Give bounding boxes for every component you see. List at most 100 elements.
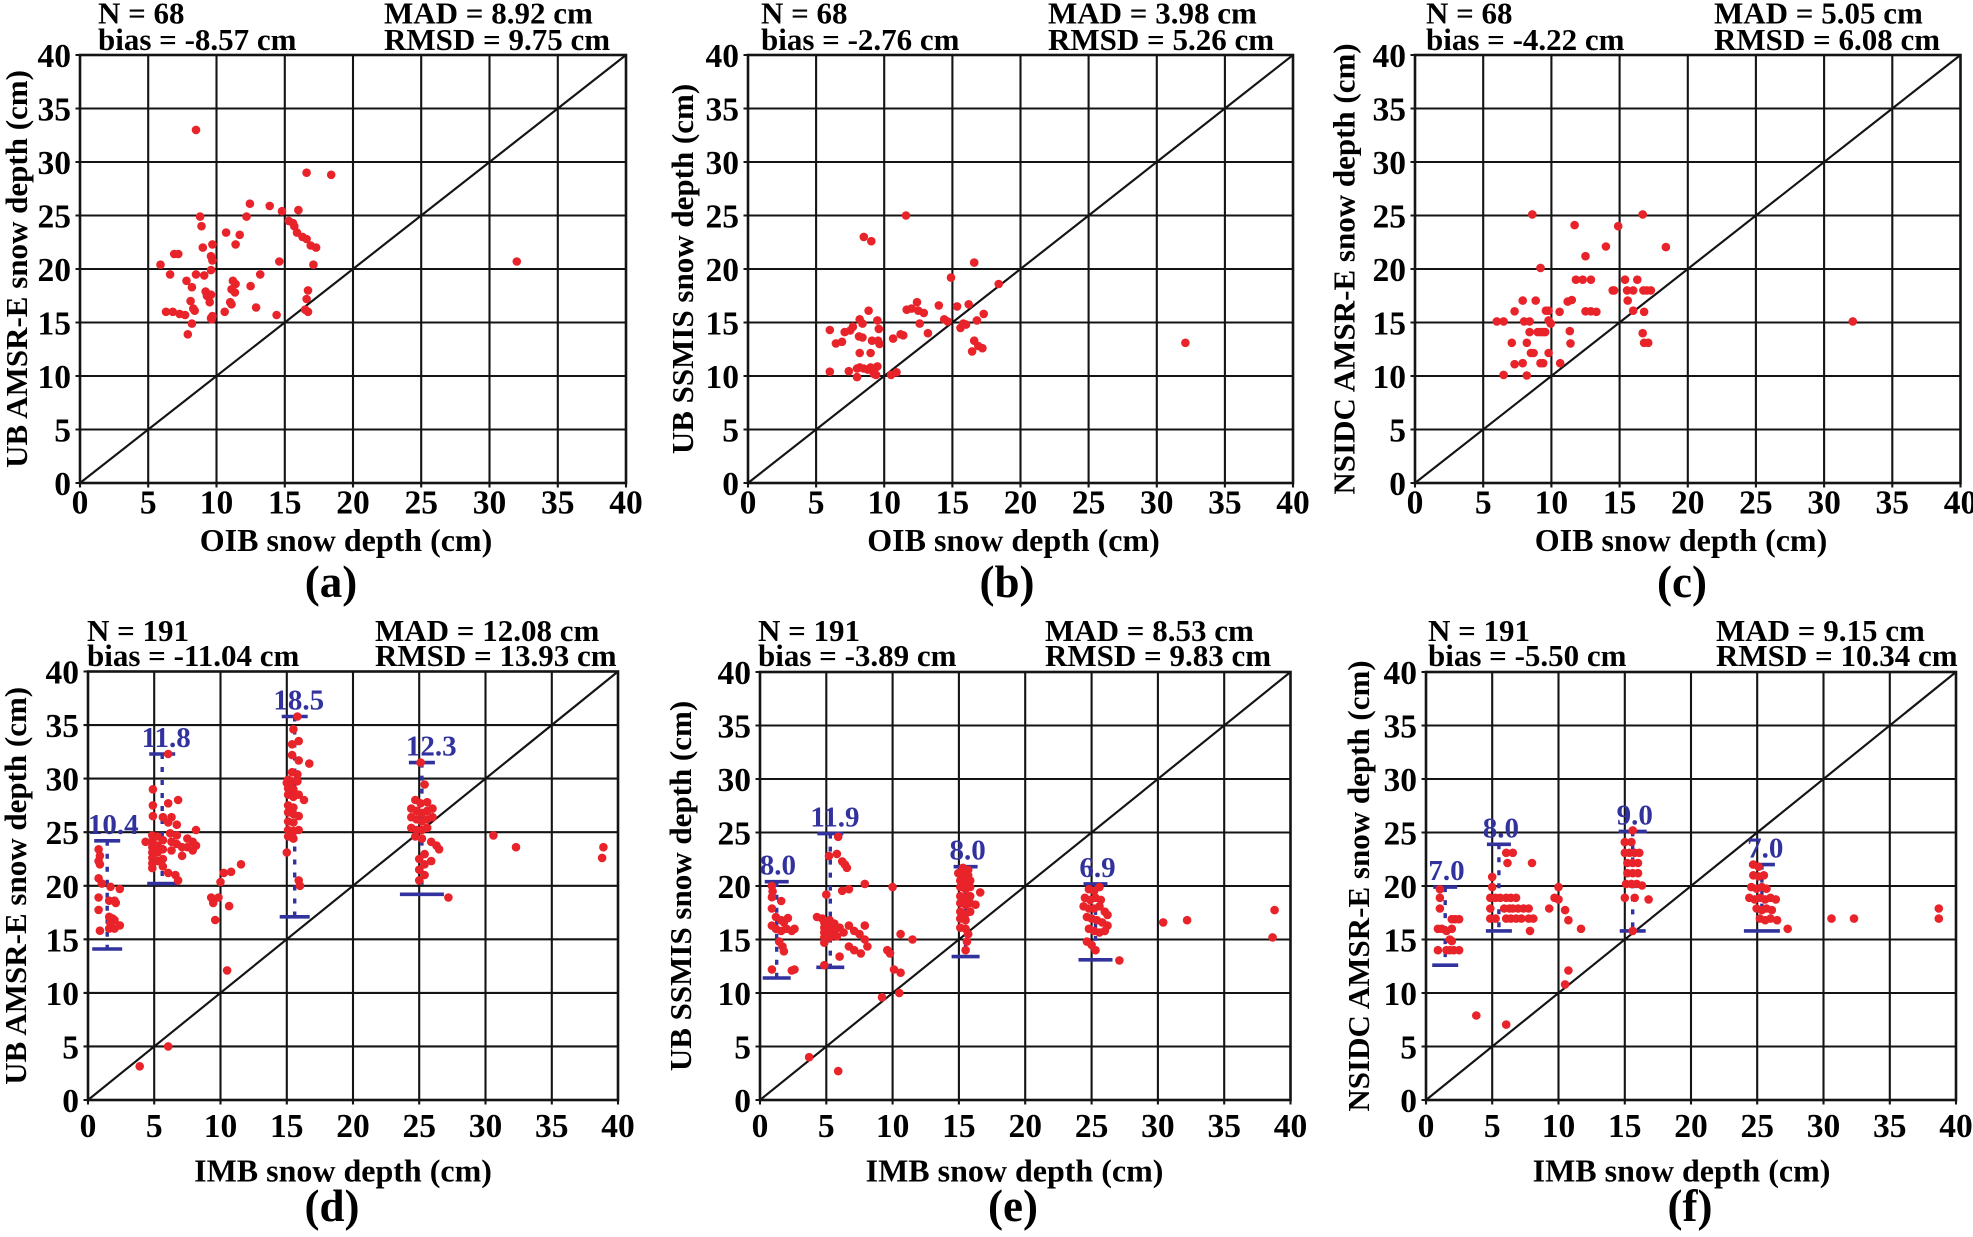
svg-text:5: 5 [818,1108,835,1145]
svg-text:10: 10 [867,485,901,522]
svg-text:30: 30 [46,762,80,799]
svg-text:40: 40 [1939,1108,1973,1145]
svg-text:35: 35 [1207,1108,1241,1145]
svg-text:bias = -2.76 cm: bias = -2.76 cm [761,22,960,57]
svg-text:0: 0 [734,1083,751,1120]
svg-text:5: 5 [146,1108,163,1145]
svg-text:15: 15 [1373,306,1407,343]
svg-text:10: 10 [204,1108,238,1145]
svg-text:IMB snow depth (cm): IMB snow depth (cm) [866,1153,1164,1189]
svg-text:7.0: 7.0 [1428,855,1464,887]
svg-text:0: 0 [1418,1108,1435,1145]
svg-text:25: 25 [1072,485,1106,522]
svg-text:(b): (b) [980,557,1035,607]
svg-text:40: 40 [706,38,740,75]
svg-text:MAD = 8.92 cm: MAD = 8.92 cm [384,0,593,31]
svg-text:N = 191: N = 191 [758,613,860,648]
svg-text:(f): (f) [1668,1181,1713,1231]
svg-text:25: 25 [1075,1108,1109,1145]
svg-text:40: 40 [718,655,752,692]
svg-text:15: 15 [1384,923,1418,960]
svg-text:40: 40 [38,38,72,75]
svg-text:30: 30 [1140,485,1174,522]
svg-text:OIB snow depth (cm): OIB snow depth (cm) [1535,522,1827,558]
svg-text:15: 15 [718,923,752,960]
svg-text:20: 20 [336,1108,370,1145]
svg-text:5: 5 [54,413,71,450]
svg-text:25: 25 [46,815,80,852]
svg-text:0: 0 [740,485,757,522]
svg-text:RMSD = 13.93 cm: RMSD = 13.93 cm [375,638,617,673]
svg-text:20: 20 [1373,252,1407,289]
svg-text:35: 35 [1384,709,1418,746]
svg-text:10: 10 [1542,1108,1576,1145]
svg-text:10: 10 [876,1108,910,1145]
svg-text:(e): (e) [988,1181,1038,1231]
svg-text:UB AMSR-E snow depth (cm): UB AMSR-E snow depth (cm) [0,70,34,468]
svg-text:40: 40 [1944,485,1973,522]
svg-text:40: 40 [1373,38,1407,75]
svg-text:0: 0 [54,466,71,503]
svg-text:5: 5 [1389,413,1406,450]
svg-text:30: 30 [38,145,72,182]
svg-text:25: 25 [1740,1108,1774,1145]
svg-text:20: 20 [1674,1108,1708,1145]
svg-text:11.8: 11.8 [142,722,191,754]
svg-text:15: 15 [706,306,740,343]
svg-text:15: 15 [46,922,80,959]
svg-text:5: 5 [808,485,825,522]
svg-text:25: 25 [404,485,438,522]
svg-text:20: 20 [1008,1108,1042,1145]
svg-text:10: 10 [718,976,752,1013]
svg-text:9.0: 9.0 [1617,799,1653,831]
svg-text:15: 15 [936,485,970,522]
svg-text:10: 10 [1535,485,1569,522]
svg-text:20: 20 [46,869,80,906]
svg-text:0: 0 [722,466,739,503]
svg-text:25: 25 [1739,485,1773,522]
svg-text:RMSD = 6.08 cm: RMSD = 6.08 cm [1714,22,1940,57]
svg-text:10: 10 [1373,359,1407,396]
svg-text:25: 25 [706,199,740,236]
svg-text:MAD = 8.53 cm: MAD = 8.53 cm [1045,613,1254,648]
svg-text:20: 20 [1384,869,1418,906]
svg-text:5: 5 [1475,485,1492,522]
svg-text:11.9: 11.9 [810,802,859,834]
svg-text:20: 20 [706,252,740,289]
svg-text:8.0: 8.0 [1483,812,1519,844]
svg-text:10: 10 [200,485,234,522]
svg-text:N = 191: N = 191 [1428,613,1530,648]
svg-text:35: 35 [1876,485,1910,522]
svg-text:RMSD = 10.34 cm: RMSD = 10.34 cm [1716,638,1958,673]
svg-text:10: 10 [46,976,80,1013]
svg-text:35: 35 [1373,92,1407,129]
svg-text:40: 40 [609,485,643,522]
svg-text:NSIDC AMSR-E snow depth (cm): NSIDC AMSR-E snow depth (cm) [1341,660,1376,1111]
svg-text:20: 20 [718,869,752,906]
svg-text:N = 68: N = 68 [98,0,185,31]
svg-text:35: 35 [535,1108,569,1145]
svg-text:10: 10 [38,359,72,396]
svg-text:15: 15 [270,1108,304,1145]
svg-text:25: 25 [38,199,72,236]
svg-text:5: 5 [1400,1030,1417,1067]
svg-text:IMB snow depth (cm): IMB snow depth (cm) [194,1153,492,1189]
svg-text:N = 191: N = 191 [87,613,189,648]
svg-text:0: 0 [62,1083,79,1120]
svg-text:bias = -8.57 cm: bias = -8.57 cm [98,22,297,57]
svg-text:18.5: 18.5 [273,685,324,717]
svg-text:8.0: 8.0 [949,835,985,867]
svg-text:UB SSMIS snow depth (cm): UB SSMIS snow depth (cm) [663,701,698,1071]
svg-text:NSIDC AMSR-E snow depth (cm): NSIDC AMSR-E snow depth (cm) [1327,43,1362,494]
svg-text:MAD = 3.98 cm: MAD = 3.98 cm [1048,0,1257,31]
svg-text:30: 30 [473,485,507,522]
svg-text:40: 40 [1276,485,1310,522]
svg-text:15: 15 [268,485,302,522]
svg-text:(c): (c) [1657,557,1707,607]
svg-text:OIB snow depth (cm): OIB snow depth (cm) [867,522,1159,558]
svg-text:0: 0 [80,1108,97,1145]
svg-text:10: 10 [1384,976,1418,1013]
svg-text:5: 5 [140,485,157,522]
svg-text:N = 68: N = 68 [1426,0,1513,31]
svg-text:5: 5 [1484,1108,1501,1145]
